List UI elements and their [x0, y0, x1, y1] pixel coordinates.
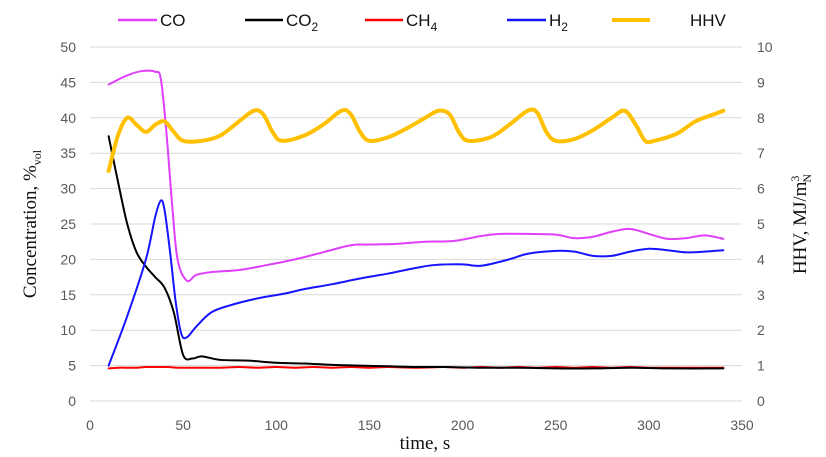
- grid-lines: [90, 46, 742, 402]
- series-line-h2: [107, 199, 725, 367]
- left-y-tick-label-1: 5: [68, 358, 76, 374]
- legend-label-base-co: CO: [160, 11, 186, 30]
- right-y-tick-label-0: 0: [757, 393, 765, 409]
- series-line-co: [107, 69, 725, 283]
- left-y-axis-ticks: 0 5 10 15 20 25 30 35 40 45 50: [60, 39, 76, 409]
- x-tick-label-6: 300: [637, 417, 661, 433]
- right-y-tick-label-1: 1: [757, 358, 765, 374]
- left-y-axis-title: Concentration, %vol: [20, 149, 44, 298]
- right-y-tick-label-8: 8: [757, 110, 765, 126]
- right-y-tick-label-4: 4: [757, 251, 765, 267]
- legend-label-sub-co2: 2: [312, 20, 319, 34]
- left-y-tick-label-8: 40: [60, 110, 76, 126]
- x-tick-label-1: 50: [175, 417, 191, 433]
- right-y-tick-label-7: 7: [757, 145, 765, 161]
- legend-label-h2: H2: [549, 11, 568, 34]
- legend-label-base-ch4: CH: [406, 11, 431, 30]
- legend-label-base-co2: CO: [286, 11, 312, 30]
- left-y-tick-label-9: 45: [60, 74, 76, 90]
- right-y-axis-title-sup: 3: [788, 176, 802, 182]
- right-y-tick-label-10: 10: [757, 39, 773, 55]
- right-y-axis-title: HHV, MJ/m3N: [788, 174, 814, 275]
- left-y-axis-title-base: Concentration, %: [20, 165, 41, 298]
- x-axis-ticks: 0 50 100 150 200 250 300 350: [86, 417, 754, 433]
- x-tick-label-3: 150: [358, 417, 382, 433]
- x-tick-label-0: 0: [86, 417, 94, 433]
- x-tick-label-4: 200: [451, 417, 475, 433]
- legend-label-base-h2: H: [549, 11, 561, 30]
- left-y-tick-label-4: 20: [60, 251, 76, 267]
- right-y-tick-label-2: 2: [757, 322, 765, 338]
- legend-label-sub-ch4: 4: [431, 20, 438, 34]
- left-y-tick-label-5: 25: [60, 216, 76, 232]
- series-line-hhv: [106, 107, 726, 173]
- x-tick-label-2: 100: [265, 417, 289, 433]
- legend: CO CO2 CH4 H2 HHV: [118, 11, 727, 34]
- right-y-tick-label-9: 9: [757, 74, 765, 90]
- left-y-axis-title-sub: vol: [30, 149, 44, 165]
- x-tick-label-5: 250: [544, 417, 568, 433]
- right-y-axis-ticks: 0 1 2 3 4 5 6 7 8 9 10: [757, 39, 773, 409]
- left-y-tick-label-7: 35: [60, 145, 76, 161]
- left-y-tick-label-10: 50: [60, 39, 76, 55]
- left-y-tick-label-3: 15: [60, 287, 76, 303]
- right-y-tick-label-5: 5: [757, 216, 765, 232]
- legend-label-ch4: CH4: [406, 11, 438, 34]
- left-y-tick-label-0: 0: [68, 393, 76, 409]
- x-tick-label-7: 350: [730, 417, 754, 433]
- right-y-axis-title-sub: N: [800, 174, 814, 183]
- legend-label-co: CO: [160, 11, 186, 30]
- legend-label-co2: CO2: [286, 11, 319, 34]
- left-y-tick-label-6: 30: [60, 181, 76, 197]
- legend-label-hhv: HHV: [690, 11, 727, 30]
- series-lines: [106, 69, 726, 370]
- series-line-co2: [107, 135, 725, 370]
- legend-label-sub-h2: 2: [561, 20, 568, 34]
- right-y-axis-title-base: HHV, MJ/m: [790, 181, 811, 274]
- right-y-tick-label-3: 3: [757, 287, 765, 303]
- right-y-tick-label-6: 6: [757, 181, 765, 197]
- x-axis-title: time, s: [400, 433, 451, 454]
- legend-label-base-hhv: HHV: [690, 11, 727, 30]
- left-y-tick-label-2: 10: [60, 322, 76, 338]
